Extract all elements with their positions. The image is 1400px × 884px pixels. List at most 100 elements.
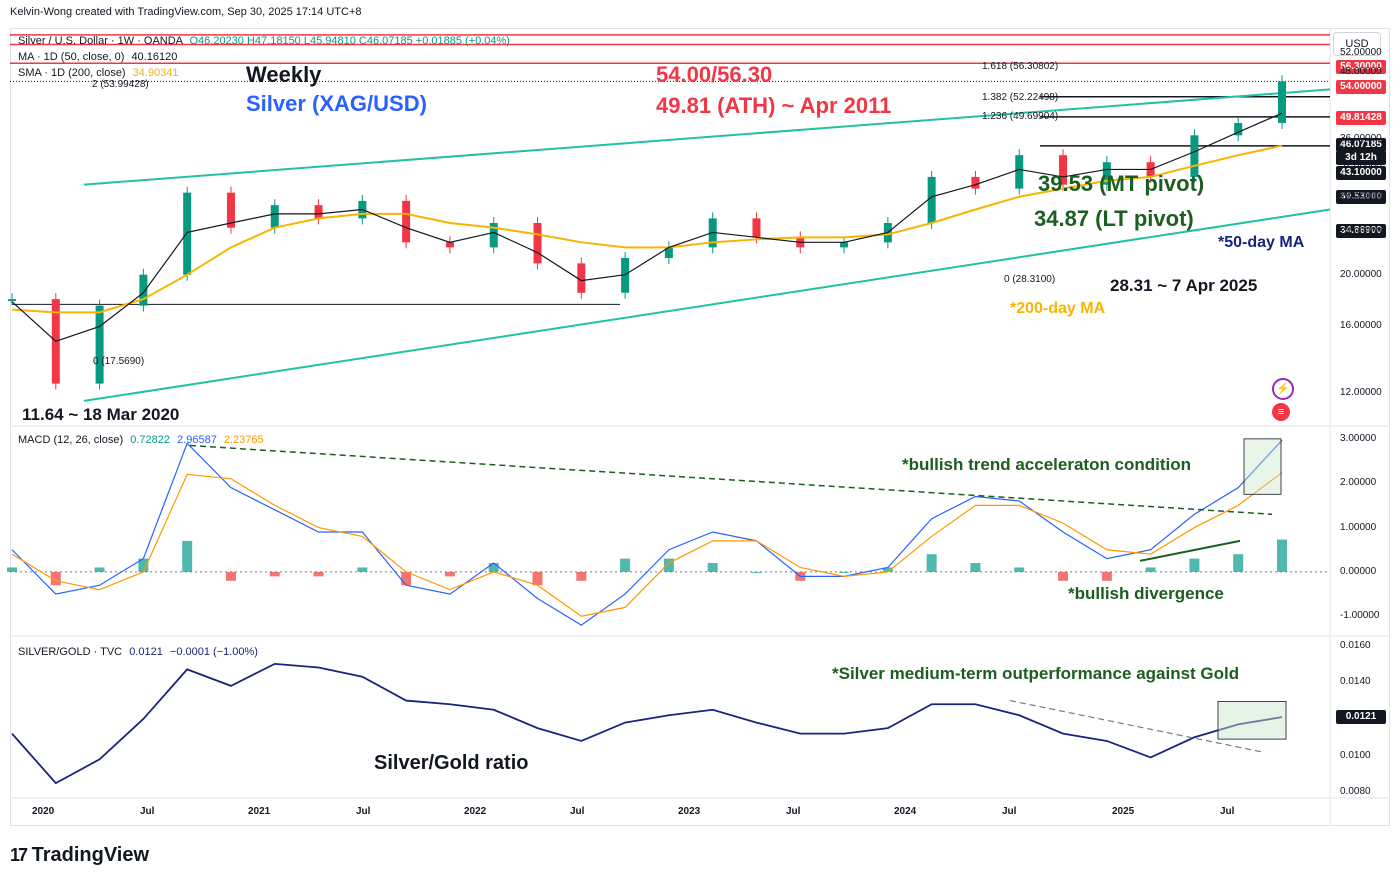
credit-line: Kelvin-Wong created with TradingView.com… bbox=[10, 6, 362, 18]
ratio-label: SILVER/GOLD · TVC bbox=[18, 646, 123, 658]
macd-histogram-bar bbox=[357, 567, 368, 572]
candle-body bbox=[226, 192, 235, 228]
price-tag: 43.10000 bbox=[1336, 166, 1386, 180]
price-axis-label: 32.00000 bbox=[1340, 159, 1382, 171]
fib-1618-label: 1.618 (56.30802) bbox=[982, 61, 1059, 72]
time-axis-label: Jul bbox=[140, 806, 155, 817]
fib-2-label: 2 (53.99428) bbox=[92, 79, 149, 90]
resistance-annotation: 54.00/56.30 bbox=[656, 62, 773, 87]
macd-accel-annotation: *bullish trend acceleraton condition bbox=[902, 455, 1192, 474]
price-axis-label: 52.00000 bbox=[1340, 47, 1382, 59]
ratio-legend: SILVER/GOLD · TVC 0.0121 −0.0001 (−1.00%… bbox=[18, 646, 258, 658]
candle-body bbox=[95, 305, 104, 384]
tradingview-logo: 17 TradingView bbox=[10, 844, 149, 867]
candle-body bbox=[183, 192, 192, 275]
candle-body bbox=[445, 242, 454, 248]
price-axis-label: 28.00000 bbox=[1340, 190, 1382, 202]
price-tag: 3d 12h bbox=[1336, 151, 1386, 165]
price-tag: 46.07185 bbox=[1336, 138, 1386, 152]
macd-histogram-bar bbox=[138, 558, 149, 572]
time-axis-label: Jul bbox=[1002, 806, 1017, 817]
ma-legend: MA · 1D (50, close, 0) 40.16120 bbox=[18, 51, 177, 63]
sma-label: SMA · 1D (200, close) bbox=[18, 67, 126, 79]
price-axis-label: 16.00000 bbox=[1340, 320, 1382, 332]
candle-body bbox=[971, 176, 980, 189]
fib-1236-label: 1.236 (49.69904) bbox=[982, 111, 1059, 122]
time-axis-label: 2021 bbox=[248, 806, 271, 817]
candle-body bbox=[927, 176, 936, 223]
time-axis-label: 2022 bbox=[464, 806, 487, 817]
macd-histogram-bar bbox=[882, 567, 893, 572]
ratio-change: −0.0001 (−1.00%) bbox=[169, 646, 258, 658]
time-axis-label: Jul bbox=[570, 806, 585, 817]
candle-body bbox=[752, 218, 761, 238]
macd-label: MACD (12, 26, close) bbox=[18, 434, 124, 446]
sma200-line bbox=[11, 144, 1283, 314]
low-2025-annotation: 28.31 ~ 7 Apr 2025 bbox=[1110, 276, 1258, 295]
time-axis-label: Jul bbox=[786, 806, 801, 817]
candle-body bbox=[1190, 135, 1199, 177]
macd-axis-label: -1.00000 bbox=[1340, 610, 1380, 622]
time-axis-label: Jul bbox=[356, 806, 371, 817]
macd-histogram-bar bbox=[50, 571, 61, 586]
mt-pivot-annotation: 39.53 (MT pivot) bbox=[1038, 171, 1205, 196]
macd-histogram-bar bbox=[576, 571, 587, 581]
weekly-annotation: Weekly bbox=[246, 62, 322, 87]
low-2020-annotation: 11.64 ~ 18 Mar 2020 bbox=[22, 405, 180, 424]
price-tag: 34.86900 bbox=[1336, 224, 1386, 238]
candle-body bbox=[577, 263, 586, 293]
macd-histogram-bar bbox=[1014, 567, 1025, 572]
candle-body bbox=[1015, 155, 1024, 189]
candle-body bbox=[1059, 155, 1068, 185]
price-tag: 56.30000 bbox=[1336, 60, 1386, 74]
macd-axis-label: 0.00000 bbox=[1340, 565, 1377, 577]
macd-signal-value: 2.23765 bbox=[223, 434, 264, 446]
macd-divergence-annotation: *bullish divergence bbox=[1068, 584, 1224, 603]
ratio-axis-label: 0.0160 bbox=[1340, 639, 1371, 651]
macd-histogram-bar bbox=[1058, 571, 1069, 581]
channel-upper-line bbox=[83, 88, 1331, 186]
tv-logo-icon: 17 bbox=[10, 845, 28, 865]
macd-histogram-bar bbox=[532, 571, 543, 586]
time-axis-label: Jul bbox=[1220, 806, 1235, 817]
macd-histogram-bar bbox=[1101, 571, 1112, 581]
macd-histogram-bar bbox=[313, 571, 324, 577]
macd-value: 2.96587 bbox=[177, 434, 217, 446]
macd-histogram-bar bbox=[488, 563, 499, 572]
macd-line bbox=[11, 439, 1283, 626]
macd-axis-label: 3.00000 bbox=[1340, 432, 1377, 444]
flash-icon[interactable]: ⚡ bbox=[1272, 378, 1294, 400]
ratio-trendline bbox=[1009, 699, 1263, 753]
macd-histogram-bar bbox=[751, 571, 762, 573]
candle-body bbox=[1102, 162, 1111, 185]
macd-histogram-bar bbox=[269, 571, 280, 577]
macd-trendline bbox=[189, 444, 1273, 516]
lt-pivot-annotation: 34.87 (LT pivot) bbox=[1034, 206, 1194, 231]
candle-body bbox=[314, 205, 323, 219]
sma-legend: SMA · 1D (200, close) 34.90341 bbox=[18, 67, 179, 79]
ratio-title-annotation: Silver/Gold ratio bbox=[374, 752, 529, 774]
candle-body bbox=[402, 200, 411, 243]
us-flag-icon[interactable]: ≡ bbox=[1272, 403, 1290, 421]
macd-histogram-bar bbox=[1189, 558, 1200, 572]
ratio-last-tag: 0.0121 bbox=[1336, 710, 1386, 725]
fib-0-low-label: 0 (17.5690) bbox=[93, 356, 145, 367]
fib-0-2025-label: 0 (28.3100) bbox=[1004, 274, 1056, 285]
fib-1382-label: 1.382 (52.22498) bbox=[982, 92, 1059, 103]
ratio-axis-label: 0.0080 bbox=[1340, 786, 1371, 798]
time-axis-label: 2023 bbox=[678, 806, 701, 817]
candle-body bbox=[1278, 81, 1286, 123]
candle-body bbox=[1234, 122, 1243, 136]
time-axis-label: 2025 bbox=[1112, 806, 1135, 817]
ratio-value: 0.0121 bbox=[129, 646, 163, 658]
candle-body bbox=[489, 222, 498, 248]
macd-histogram-bar bbox=[444, 571, 455, 577]
currency-badge[interactable]: USD bbox=[1333, 32, 1381, 56]
price-tag: 54.00000 bbox=[1336, 80, 1386, 94]
macd-histogram-bar bbox=[94, 567, 105, 572]
macd-highlight-box bbox=[1243, 438, 1282, 495]
ratio-highlight-box bbox=[1217, 701, 1287, 740]
macd-histogram-bar bbox=[970, 563, 981, 572]
time-axis-label: 2024 bbox=[894, 806, 917, 817]
